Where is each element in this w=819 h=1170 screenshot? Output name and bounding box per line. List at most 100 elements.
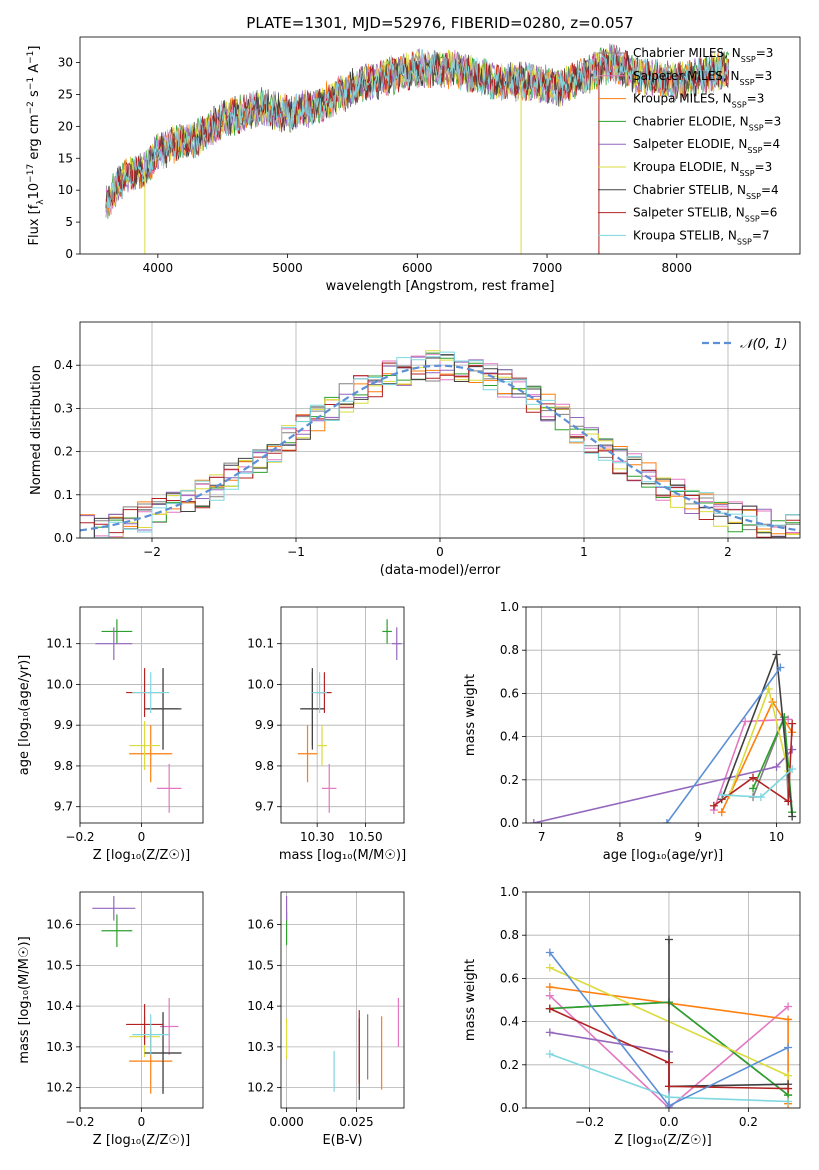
weight-marker (664, 935, 673, 944)
x-tick-label: 0 (436, 545, 444, 559)
y-tick-label: 0.2 (500, 1058, 519, 1072)
y-axis-label: mass weight (463, 959, 478, 1041)
y-tick-label: 9.7 (255, 800, 274, 814)
x-axis-label: Z [log₁₀(Z/Z☉)] (93, 1133, 190, 1148)
plot-area-mass-vs-Z (92, 896, 182, 1094)
weight-marker (772, 762, 781, 771)
legend-count: =3 (755, 69, 773, 83)
x-axis-label: Z [log₁₀(Z/Z☉)] (93, 848, 190, 863)
y-label-part: −1 (26, 51, 36, 64)
plot-area-weight-vs-Z (545, 935, 793, 1108)
y-tick-label: 10.1 (46, 637, 73, 651)
weight-marker (709, 801, 718, 810)
x-tick-label: 10.30 (300, 830, 334, 844)
weight-marker (776, 663, 785, 672)
legend-count: =3 (756, 46, 774, 60)
y-label-part: ] (27, 46, 42, 51)
weight-marker (784, 1015, 793, 1024)
x-axis-label: E(B-V) (322, 1133, 362, 1148)
legend-entry: Salpeter ELODIE, NSSP=4 (633, 137, 780, 155)
y-label-part: −1 (26, 77, 36, 90)
weight-line-7 (549, 1007, 789, 1090)
weight-marker (664, 1058, 673, 1067)
y-tick-label: 10.0 (247, 677, 274, 691)
weight-marker (780, 713, 789, 722)
y-tick-label: 10.4 (247, 999, 274, 1013)
y-tick-label: 10 (58, 183, 73, 197)
weight-line-1 (549, 995, 789, 1108)
y-tick-label: 10.4 (46, 999, 73, 1013)
x-tick-label: 7 (538, 830, 546, 844)
weight-marker (662, 819, 671, 823)
x-tick-label: 0 (138, 1115, 146, 1129)
weight-marker (784, 1002, 793, 1011)
legend-count: =4 (762, 137, 780, 151)
y-tick-label: 10.1 (247, 637, 274, 651)
y-tick-label: 10.3 (46, 1040, 73, 1054)
plot-area-age-vs-Z (95, 619, 182, 813)
y-tick-label: 0.8 (500, 928, 519, 942)
y-label-part: λ (36, 199, 46, 205)
histogram-series-1 (80, 353, 800, 538)
x-tick-label: 0 (138, 830, 146, 844)
y-tick-label: 9.8 (255, 759, 274, 773)
legend-label: Salpeter ELODIE, N (633, 137, 747, 151)
x-tick-label: −0.2 (65, 830, 94, 844)
plot-area-mass-vs-ebv (285, 896, 400, 1100)
x-tick-label: 6000 (402, 261, 433, 275)
weight-marker (717, 790, 726, 799)
x-tick-label: 10.50 (348, 830, 382, 844)
histogram-series-7 (80, 362, 800, 538)
legend-count: =7 (752, 228, 770, 242)
normal-reference-curve (80, 364, 800, 532)
y-tick-label: 0.4 (500, 1015, 519, 1029)
y-tick-label: 10.5 (247, 958, 274, 972)
weight-marker (545, 963, 554, 972)
legend-label: Salpeter MILES, N (633, 69, 740, 83)
weight-line-6 (668, 939, 789, 1088)
x-tick-label: 0.0 (659, 1115, 678, 1129)
y-axis-label: mass weight (463, 674, 478, 756)
legend-entry: Kroupa ELODIE, NSSP=3 (633, 160, 772, 178)
weight-marker (545, 948, 554, 957)
weight-marker (529, 819, 538, 823)
y-tick-label: 10.2 (46, 1081, 73, 1095)
weight-marker (749, 773, 758, 782)
legend-entry: Kroupa MILES, NSSP=3 (633, 92, 764, 110)
axes-frame (79, 606, 204, 824)
y-label-part: −2 (26, 101, 36, 114)
panel-residuals: −2 −1 0 1 2 0.0 0.1 0.2 0.3 0.4 (data-model)/error… (29, 321, 801, 578)
y-tick-label: 9.9 (54, 718, 73, 732)
y-tick-label: 10.6 (247, 918, 274, 932)
y-tick-label: 10.6 (46, 918, 73, 932)
x-tick-label: −1 (287, 545, 305, 559)
y-label-part: Flux [f (27, 204, 42, 245)
axes-frame (525, 606, 801, 824)
y-tick-label: 25 (58, 87, 73, 101)
legend-entry: Salpeter STELIB, NSSP=6 (633, 206, 777, 224)
spectrum-line-7 (105, 47, 729, 209)
panel-mass-vs-ebv: 0.000 0.025 10.2 10.3 10.4 10.5 10.6 E(B-V) (247, 891, 405, 1148)
legend-label: Chabrier ELODIE, N (633, 114, 749, 128)
legend-entry: Kroupa STELIB, NSSP=7 (633, 228, 770, 246)
legend-label: Chabrier STELIB, N (633, 183, 746, 197)
plot-area-spectrum (105, 43, 729, 254)
weight-marker (545, 1050, 554, 1058)
plot-area-weight-vs-age (529, 650, 797, 823)
y-tick-label: 0.8 (500, 643, 519, 657)
y-tick-label: 30 (58, 56, 73, 70)
y-axis-label: Normed distribution (29, 365, 44, 495)
x-tick-label: 2 (724, 545, 732, 559)
legend-sub: SSP (749, 123, 764, 132)
axes-frame (525, 891, 801, 1109)
weight-marker (545, 1028, 554, 1037)
y-label-part: A (27, 64, 42, 77)
x-tick-label: 10 (769, 830, 784, 844)
y-tick-label: 15 (58, 151, 73, 165)
x-tick-label: 4000 (143, 261, 174, 275)
y-tick-label: 9.9 (255, 718, 274, 732)
legend-label: Chabrier MILES, N (633, 46, 741, 60)
y-label-part: erg cm (27, 114, 42, 163)
legend-count: =3 (747, 92, 765, 106)
legend-count: =3 (755, 160, 773, 174)
